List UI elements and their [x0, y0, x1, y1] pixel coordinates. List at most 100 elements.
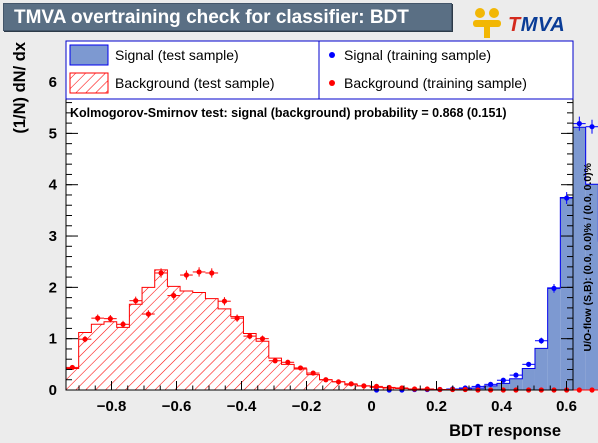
background-test-bar — [142, 287, 155, 390]
background-test-bar — [218, 308, 231, 390]
y-tick-label: 6 — [49, 74, 57, 91]
background-test-bar — [281, 364, 295, 390]
signal-training-point — [564, 195, 570, 201]
overflow-side-label: U/O-flow (S,B): (0.0, 0.0)% / (0.0, 0.0)… — [582, 162, 594, 351]
background-test-bar — [192, 292, 206, 390]
signal-training-point — [526, 361, 532, 367]
x-tick-label: −0.2 — [292, 398, 322, 415]
background-training-point — [145, 311, 151, 317]
background-test-bar — [268, 358, 282, 390]
background-test-bar — [230, 316, 244, 390]
background-training-point — [272, 358, 278, 364]
background-training-point — [373, 383, 380, 390]
background-training-point — [171, 292, 177, 299]
background-training-point — [335, 379, 342, 385]
legend-label-signal-training: Signal (training sample) — [344, 47, 491, 63]
y-tick-label: 1 — [49, 331, 57, 348]
signal-test-bar — [496, 383, 510, 390]
signal-test-bar — [560, 197, 573, 390]
signal-test-bar — [547, 287, 561, 390]
logo-text: TMVA — [508, 14, 565, 37]
y-tick-label: 4 — [49, 177, 58, 194]
background-test-bar — [306, 374, 320, 390]
signal-training-point — [538, 338, 544, 344]
legend-marker-signal-training — [329, 52, 335, 58]
background-training-point — [310, 370, 316, 376]
background-test-bar — [154, 269, 168, 390]
signal-training-point — [475, 383, 481, 390]
background-training-point — [209, 270, 215, 276]
legend-marker-background-training — [329, 80, 335, 86]
background-training-point — [95, 315, 101, 321]
legend-label-background-test: Background (test sample) — [115, 75, 275, 91]
legend-label-signal-test: Signal (test sample) — [115, 47, 239, 63]
legend-swatch-background-test — [69, 72, 109, 94]
background-test-bar — [205, 298, 219, 390]
background-test-bar — [104, 321, 117, 390]
signal-training-point — [576, 121, 582, 127]
background-training-point — [411, 386, 418, 392]
x-tick-label: 0.4 — [491, 398, 513, 415]
background-training-point — [133, 298, 139, 304]
background-training-point — [348, 381, 354, 387]
background-test-bar — [319, 379, 333, 390]
x-axis-label: BDT response — [449, 422, 561, 440]
background-training-point — [285, 359, 291, 365]
x-tick-label: 0.6 — [556, 398, 577, 415]
y-tick-label: 0 — [49, 382, 57, 399]
background-training-point — [158, 270, 164, 276]
y-tick-label: 3 — [49, 228, 57, 245]
background-test-bar — [129, 304, 143, 390]
background-test-bar — [66, 368, 79, 390]
y-tick-label: 2 — [49, 279, 57, 296]
background-training-point — [259, 336, 266, 342]
background-training-point — [589, 387, 595, 393]
tmva-logo: TMVA — [468, 6, 588, 42]
background-training-point — [399, 385, 405, 391]
background-training-point — [183, 272, 190, 278]
background-training-point — [297, 365, 304, 371]
background-training-point — [361, 383, 367, 389]
background-training-point — [462, 386, 468, 393]
background-test-bar — [256, 341, 269, 390]
legend-label-background-training: Background (training sample) — [344, 75, 527, 91]
logo-figure-icon — [473, 8, 501, 38]
background-training-point — [323, 377, 329, 383]
signal-training-point — [488, 381, 494, 387]
signal-test-bar — [585, 184, 598, 390]
signal-training-point — [551, 285, 557, 291]
background-training-point — [437, 386, 443, 393]
background-test-bar — [167, 286, 181, 390]
y-tick-label: 5 — [49, 125, 57, 142]
x-tick-label: −0.8 — [97, 398, 127, 415]
background-test-bar — [91, 324, 105, 390]
background-training-point — [247, 333, 253, 339]
signal-test-bar — [534, 348, 548, 390]
logo-text-t: T — [508, 14, 521, 36]
signal-test-bar — [522, 368, 535, 390]
legend-swatch-signal-test — [69, 44, 109, 66]
signal-training-point — [589, 124, 595, 130]
background-training-point — [69, 364, 75, 371]
logo-text-rest: MVA — [520, 14, 566, 36]
background-training-point — [221, 298, 228, 304]
signal-training-point — [513, 372, 519, 378]
background-test-bar — [344, 384, 358, 390]
y-axis-label: (1/N) dN/ dx — [11, 41, 29, 133]
background-training-point — [82, 336, 88, 342]
background-test-bar — [78, 332, 92, 390]
background-test-bar — [294, 368, 307, 390]
x-tick-label: 0 — [367, 398, 375, 415]
background-test-bar — [116, 327, 130, 390]
x-tick-label: −0.4 — [227, 398, 257, 415]
background-training-point — [120, 321, 126, 327]
background-training-point — [107, 316, 113, 322]
x-tick-label: 0.2 — [426, 398, 447, 415]
signal-test-bar — [573, 127, 586, 391]
background-test-bar — [243, 333, 257, 390]
plot-title: TMVA overtraining check for classifier: … — [3, 3, 452, 31]
signal-test-bar — [509, 378, 523, 390]
background-training-point — [576, 387, 582, 393]
background-training-point — [234, 315, 240, 321]
